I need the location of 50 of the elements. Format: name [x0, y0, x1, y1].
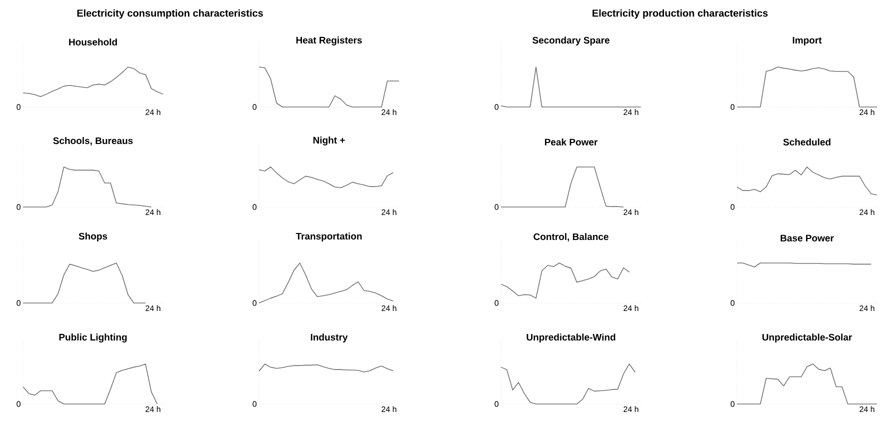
text: 0	[252, 300, 256, 306]
chart-title: Unpredictable-Solar	[762, 334, 852, 342]
text: 0	[730, 104, 734, 110]
chart-title: Night +	[313, 136, 345, 146]
text: 0	[16, 204, 20, 210]
annotation: 0	[494, 204, 498, 210]
chart-title: Scheduled	[783, 138, 830, 146]
text: 0	[252, 204, 256, 210]
chart-title: Transportation	[296, 232, 362, 242]
text: 24 h	[382, 406, 396, 412]
text: 24 h	[146, 406, 160, 412]
text: 24 h	[860, 305, 874, 311]
text: 24 h	[860, 406, 874, 412]
chart-title: Household	[69, 38, 117, 46]
text: 0	[730, 401, 734, 407]
text: 24 h	[624, 305, 638, 311]
chart-title: Unpredictable-Wind	[526, 334, 616, 342]
text: 0	[730, 300, 734, 306]
text: 24 h	[382, 305, 396, 311]
chart-title: Control, Balance	[534, 233, 608, 242]
chart-title: Shops	[78, 232, 108, 242]
chart-title: Secondary Spare	[532, 36, 610, 46]
text: Electricity production characteristics	[592, 9, 768, 19]
text: 24 h	[146, 305, 160, 311]
text: 0	[730, 204, 734, 210]
chart-title: Schools, Bureaus	[53, 137, 133, 146]
text: 0	[16, 104, 20, 110]
text: 24 h	[382, 209, 396, 215]
text: Electricity consumption characteristics	[77, 9, 263, 19]
text: 0	[16, 401, 20, 407]
chart-title: Import	[792, 36, 822, 46]
text: 0	[252, 401, 256, 407]
text: 0	[252, 104, 256, 110]
text: 24 h	[146, 109, 160, 115]
text: 0	[494, 401, 498, 407]
text: 0	[494, 300, 498, 306]
text: 0	[494, 104, 498, 110]
chart-title: Peak Power	[544, 138, 598, 146]
text: 24 h	[624, 209, 638, 215]
text: 24 h	[624, 109, 638, 115]
text: 24 h	[624, 406, 638, 412]
annotation: 0	[16, 300, 20, 306]
text: 24 h	[146, 209, 160, 215]
chart-title: Base Power	[780, 234, 834, 242]
chart-title: Industry	[310, 334, 348, 342]
chart-title: Public Lighting	[59, 334, 127, 342]
text: 24 h	[382, 109, 396, 115]
text: 24 h	[860, 109, 874, 115]
chart-title: Heat Registers	[296, 36, 362, 46]
text: 24 h	[860, 209, 874, 215]
